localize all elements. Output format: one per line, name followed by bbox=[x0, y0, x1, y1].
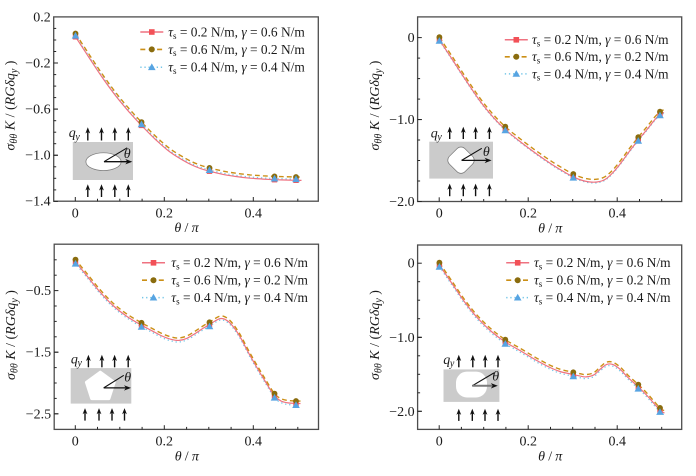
svg-text:τs = 0.4 N/m, γ = 0.4 N/m: τs = 0.4 N/m, γ = 0.4 N/m bbox=[171, 290, 308, 306]
svg-text:τs = 0.2 N/m, γ = 0.6 N/m: τs = 0.2 N/m, γ = 0.6 N/m bbox=[532, 32, 669, 48]
svg-text:0.2: 0.2 bbox=[33, 10, 51, 25]
svg-text:0.4: 0.4 bbox=[245, 206, 263, 221]
svg-text:θ/π: θ / π bbox=[538, 449, 563, 464]
svg-text:θ/π: θ / π bbox=[174, 221, 199, 236]
svg-text:τs = 0.4 N/m, γ = 0.4 N/m: τs = 0.4 N/m, γ = 0.4 N/m bbox=[532, 66, 669, 82]
svg-text:θ: θ bbox=[124, 147, 131, 162]
svg-text:0: 0 bbox=[436, 207, 443, 222]
svg-text:0.2: 0.2 bbox=[519, 435, 537, 450]
svg-text:σθθ K / (RGδqy ): σθθ K / (RGδqy ) bbox=[368, 290, 385, 380]
svg-text:τs = 0.6 N/m, γ = 0.2 N/m: τs = 0.6 N/m, γ = 0.2 N/m bbox=[532, 49, 669, 65]
svg-text:τs = 0.4 N/m, γ = 0.4 N/m: τs = 0.4 N/m, γ = 0.4 N/m bbox=[534, 290, 671, 306]
svg-text:0.4: 0.4 bbox=[608, 435, 626, 450]
svg-text:0.2: 0.2 bbox=[519, 207, 537, 222]
svg-text:q: q bbox=[69, 126, 76, 141]
svg-text:θ/π: θ / π bbox=[538, 222, 563, 237]
svg-text:θ: θ bbox=[492, 369, 499, 384]
svg-text:0.4: 0.4 bbox=[608, 207, 626, 222]
svg-text:−1.5: −1.5 bbox=[26, 346, 51, 361]
svg-text:0.2: 0.2 bbox=[156, 206, 174, 221]
svg-text:y: y bbox=[449, 359, 455, 370]
svg-text:θ: θ bbox=[124, 371, 131, 386]
svg-text:y: y bbox=[77, 358, 83, 369]
svg-text:0.2: 0.2 bbox=[156, 435, 174, 450]
svg-text:−1.0: −1.0 bbox=[389, 331, 414, 346]
svg-text:q: q bbox=[443, 353, 450, 368]
svg-text:0: 0 bbox=[408, 257, 415, 272]
svg-text:0: 0 bbox=[408, 31, 415, 46]
svg-text:−1.0: −1.0 bbox=[389, 113, 414, 128]
svg-text:−2.5: −2.5 bbox=[26, 407, 51, 422]
svg-text:τs = 0.6 N/m, γ = 0.2 N/m: τs = 0.6 N/m, γ = 0.2 N/m bbox=[534, 273, 671, 289]
svg-text:θ/π: θ / π bbox=[175, 449, 200, 464]
svg-text:θ: θ bbox=[483, 145, 490, 160]
svg-text:0: 0 bbox=[436, 435, 443, 450]
svg-text:σθθ K / (RGδqy ): σθθ K / (RGδqy ) bbox=[4, 60, 21, 150]
svg-text:y: y bbox=[74, 132, 80, 143]
svg-text:−2.0: −2.0 bbox=[389, 195, 414, 210]
svg-text:σθθ K / (RGδqy ): σθθ K / (RGδqy ) bbox=[368, 60, 385, 150]
svg-text:τs = 0.6 N/m, γ = 0.2 N/m: τs = 0.6 N/m, γ = 0.2 N/m bbox=[168, 42, 305, 58]
svg-text:−1.4: −1.4 bbox=[25, 195, 50, 210]
svg-text:σθθ K / (RGδqy ): σθθ K / (RGδqy ) bbox=[4, 290, 21, 380]
svg-text:τs = 0.6 N/m, γ = 0.2 N/m: τs = 0.6 N/m, γ = 0.2 N/m bbox=[171, 273, 308, 289]
svg-text:0: 0 bbox=[72, 435, 79, 450]
svg-text:−1.0: −1.0 bbox=[25, 149, 50, 164]
svg-text:0: 0 bbox=[72, 206, 79, 221]
svg-text:τs = 0.2 N/m, γ = 0.6 N/m: τs = 0.2 N/m, γ = 0.6 N/m bbox=[168, 24, 305, 40]
svg-text:τs = 0.4 N/m, γ = 0.4 N/m: τs = 0.4 N/m, γ = 0.4 N/m bbox=[168, 60, 305, 76]
svg-text:−2.0: −2.0 bbox=[389, 405, 414, 420]
svg-text:y: y bbox=[436, 132, 442, 143]
svg-text:q: q bbox=[71, 353, 78, 368]
svg-text:q: q bbox=[431, 127, 438, 142]
svg-text:0.4: 0.4 bbox=[245, 435, 263, 450]
svg-text:−0.2: −0.2 bbox=[25, 57, 50, 72]
svg-text:−0.6: −0.6 bbox=[25, 103, 50, 118]
svg-text:τs = 0.2 N/m, γ = 0.6 N/m: τs = 0.2 N/m, γ = 0.6 N/m bbox=[171, 255, 308, 271]
svg-text:−0.5: −0.5 bbox=[26, 284, 51, 299]
svg-text:τs = 0.2 N/m, γ = 0.6 N/m: τs = 0.2 N/m, γ = 0.6 N/m bbox=[534, 255, 671, 271]
